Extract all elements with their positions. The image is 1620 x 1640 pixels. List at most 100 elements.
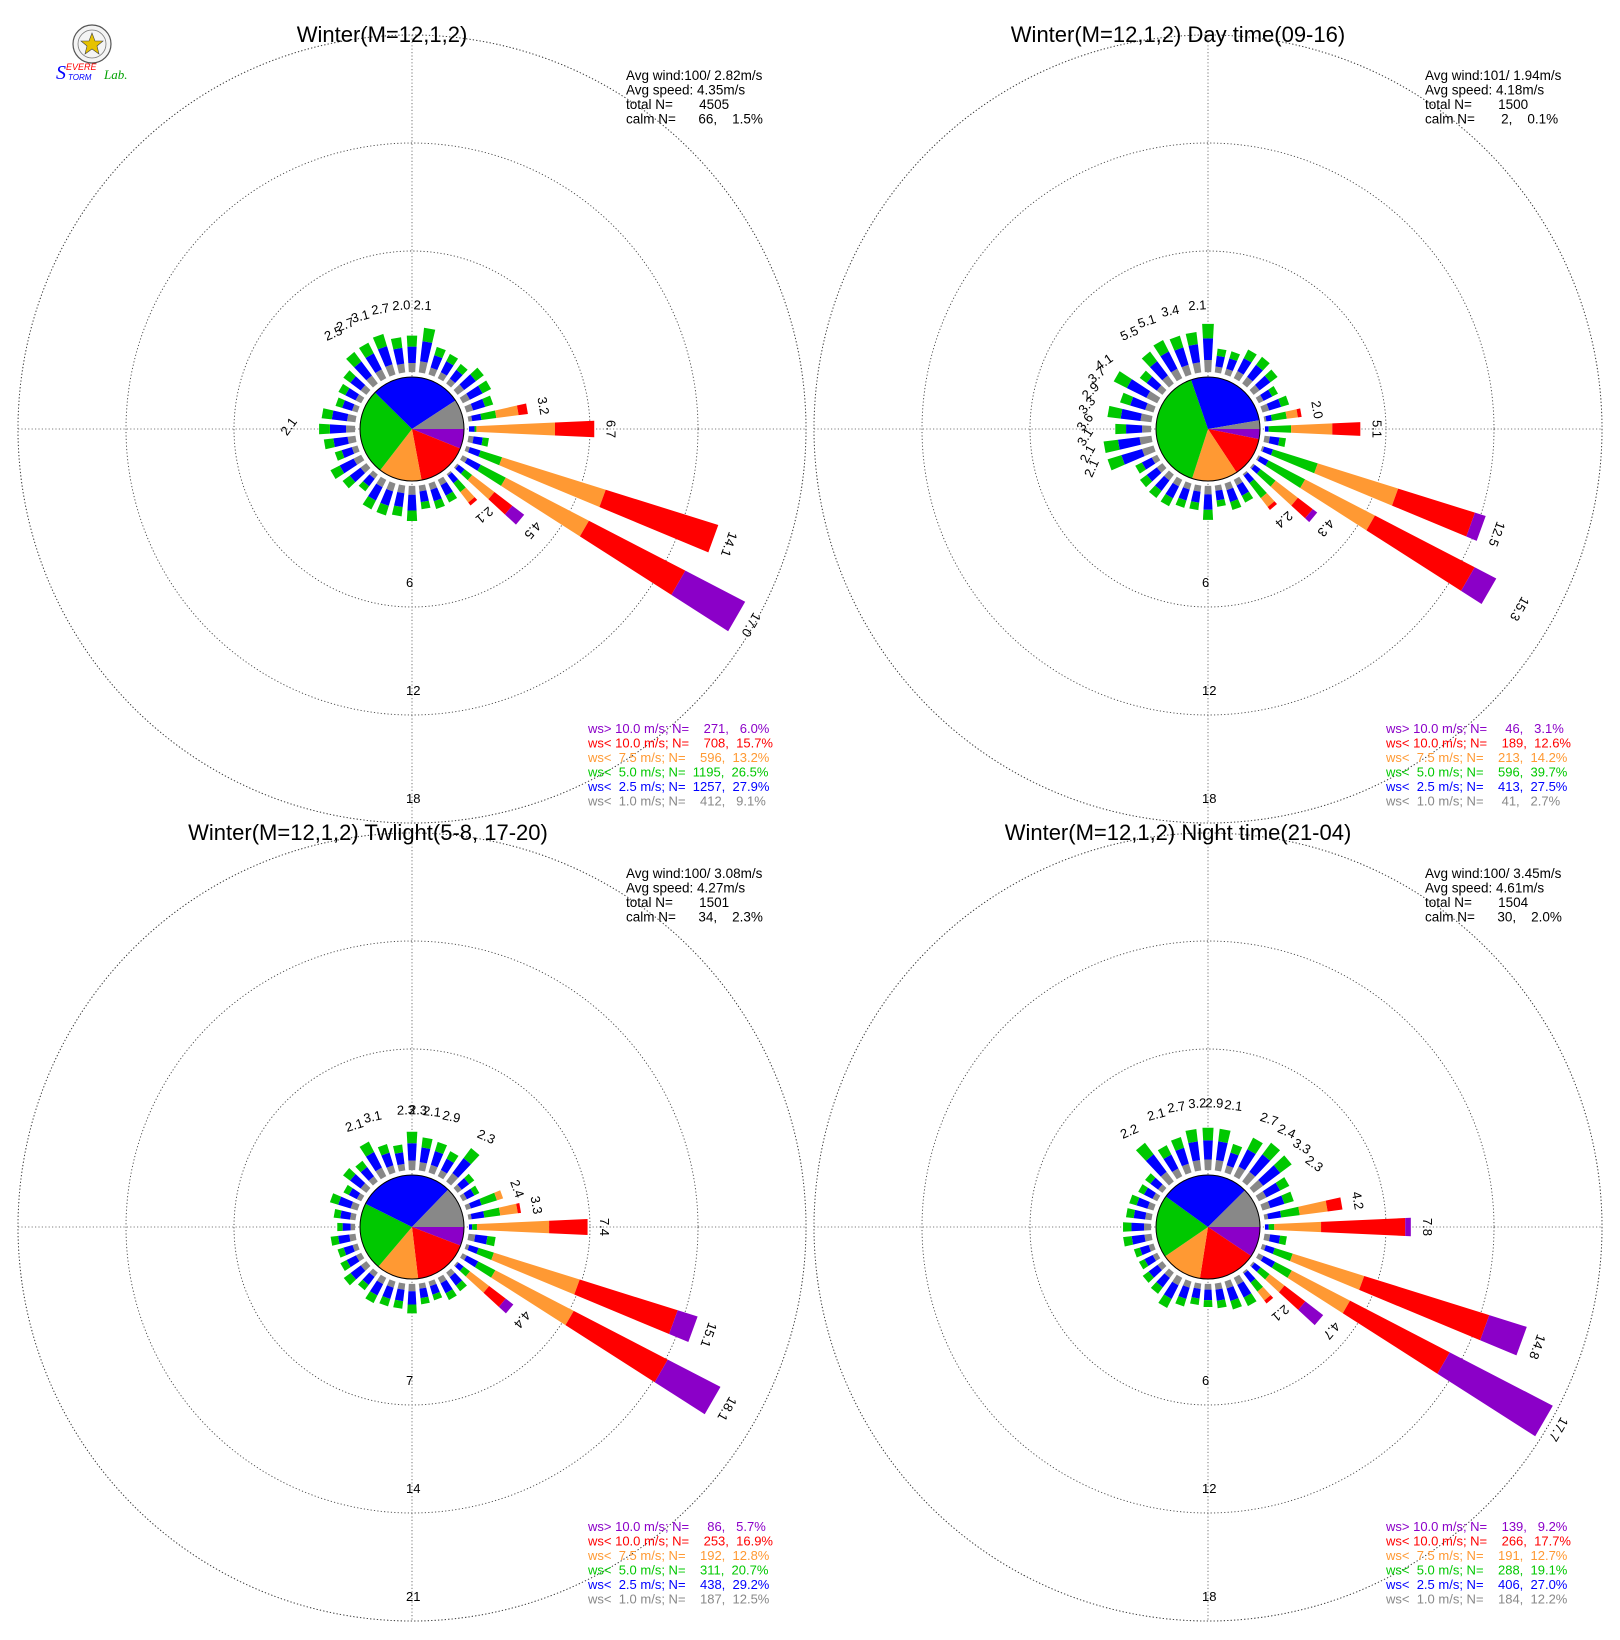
long-bar-segment xyxy=(1250,1278,1264,1292)
radial-bar-segment xyxy=(481,437,489,447)
logo-evere: EVERE xyxy=(66,62,98,72)
legend-entry: ws> 10.0 m/s; N= 271, 6.0% xyxy=(587,721,770,736)
radial-bar-segment xyxy=(349,1233,357,1242)
peak-label: 2.1 xyxy=(1224,1097,1244,1114)
long-bar-segment xyxy=(464,1255,479,1268)
radial-bar-segment xyxy=(418,361,428,374)
radial-bar-segment xyxy=(394,1288,405,1302)
radial-bar-segment xyxy=(429,1283,440,1295)
radial-bar-segment xyxy=(386,481,396,492)
pie-slice xyxy=(378,1227,419,1279)
radial-bar-segment xyxy=(446,1151,459,1163)
radial-bar-segment xyxy=(349,467,366,483)
peak-label: 2.1 xyxy=(413,297,432,313)
radial-bar-segment xyxy=(1202,323,1214,339)
radial-bar-segment xyxy=(352,1243,360,1252)
radial-bar-segment xyxy=(1243,349,1257,363)
radial-bar-segment xyxy=(1141,351,1158,368)
radial-bar-segment xyxy=(343,1244,355,1256)
radial-bar-segment xyxy=(440,361,454,376)
legend-entry: ws< 7.5 m/s; N= 191, 12.7% xyxy=(1385,1548,1568,1563)
radial-bar-segment xyxy=(466,385,483,400)
radial-bar-segment xyxy=(1185,1128,1198,1144)
radial-bar-segment xyxy=(1236,482,1250,496)
long-bar-segment xyxy=(1260,1244,1266,1251)
radial-bar-segment xyxy=(340,1260,351,1271)
radial-bar-segment xyxy=(1136,1197,1150,1209)
radial-bar-segment xyxy=(1162,375,1174,388)
radial-bar-segment xyxy=(1156,385,1167,395)
long-bar-segment xyxy=(1251,1262,1261,1272)
severe-storm-lab-logo: S EVERE TORM Lab. xyxy=(56,24,127,84)
radial-bar-segment xyxy=(1117,437,1141,450)
radial-bar-segment xyxy=(446,1173,459,1186)
radial-bar-segment xyxy=(1214,1282,1223,1290)
ring-label: 18 xyxy=(1202,1589,1216,1604)
legend-entry: ws< 7.5 m/s; N= 213, 14.2% xyxy=(1385,750,1568,765)
radial-bar-segment xyxy=(1230,499,1242,511)
radial-bar-segment xyxy=(420,500,431,510)
long-bar-segment xyxy=(1257,1286,1271,1301)
radial-bar-segment xyxy=(362,1272,375,1285)
radial-bar-segment xyxy=(1139,1244,1151,1256)
long-bar-segment xyxy=(1263,416,1267,422)
radial-bar-segment xyxy=(407,494,417,511)
radial-bar-segment xyxy=(1204,1159,1212,1171)
radial-bar-segment xyxy=(407,1143,417,1161)
radial-bar-segment xyxy=(1224,368,1233,377)
radial-bar-segment xyxy=(1233,1166,1246,1180)
radial-bar-segment xyxy=(355,1160,368,1173)
radial-bar-segment xyxy=(430,355,443,370)
stat-line: total N= 1500 xyxy=(1425,97,1528,112)
radial-bar-segment xyxy=(463,1148,480,1165)
radial-bar-segment xyxy=(1264,369,1278,383)
radial-bar-segment xyxy=(1266,398,1282,411)
long-bar-segment xyxy=(476,422,555,436)
radial-bar-segment xyxy=(393,1144,404,1154)
radial-bar-segment xyxy=(474,1234,488,1245)
pie-slice xyxy=(412,1227,464,1246)
radial-bar-segment xyxy=(1138,1184,1148,1195)
radial-bar-segment xyxy=(1214,484,1223,491)
radial-bar-segment xyxy=(478,380,492,394)
long-bar-segment xyxy=(477,464,506,486)
radial-bar-segment xyxy=(343,370,356,383)
radial-bar-segment xyxy=(1230,1298,1242,1310)
radial-bar-segment xyxy=(394,492,405,508)
long-bar-segment xyxy=(467,1245,479,1254)
long-bar-label: 3.3 xyxy=(528,1195,546,1215)
radial-bar-segment xyxy=(1216,499,1226,507)
long-bar-segment xyxy=(1242,470,1248,476)
peak-label: 2.1 xyxy=(343,1115,365,1135)
radial-bar-segment xyxy=(382,1285,394,1299)
long-bar-segment xyxy=(654,1359,721,1415)
radial-bar-segment xyxy=(1193,1282,1202,1289)
radial-bar-segment xyxy=(376,502,389,516)
legend-entry: ws< 2.5 m/s; N= 406, 27.0% xyxy=(1385,1577,1568,1592)
radial-bar-segment xyxy=(342,400,355,411)
long-bar-segment xyxy=(1437,1352,1553,1437)
radial-bar-segment xyxy=(323,438,335,450)
radial-bar-segment xyxy=(1131,1234,1146,1245)
peak-label: 2.1 xyxy=(1146,1105,1167,1124)
radial-bar-segment xyxy=(1229,351,1240,362)
pie-slice xyxy=(374,377,456,429)
legend-entry: ws> 10.0 m/s; N= 86, 5.7% xyxy=(587,1519,766,1534)
radial-bar-segment xyxy=(406,510,418,522)
radial-bar-segment xyxy=(1188,344,1201,364)
long-bar-segment xyxy=(1264,1245,1275,1254)
radial-bar-segment xyxy=(1174,347,1189,368)
legend-entry: ws< 7.5 m/s; N= 596, 13.2% xyxy=(587,750,770,765)
pie-slice xyxy=(380,429,422,481)
radial-bar-segment xyxy=(1144,1223,1152,1231)
radial-bar-segment xyxy=(430,487,442,502)
long-bar-segment xyxy=(1267,501,1277,510)
radial-bar-segment xyxy=(333,1208,342,1219)
long-bar-segment xyxy=(1268,425,1292,433)
long-bar-segment xyxy=(501,477,589,537)
radial-bar-segment xyxy=(1242,376,1253,388)
radial-bar-segment xyxy=(1135,462,1146,474)
pie-slice xyxy=(1165,1227,1208,1279)
peak-label: 2.1 xyxy=(277,415,300,438)
